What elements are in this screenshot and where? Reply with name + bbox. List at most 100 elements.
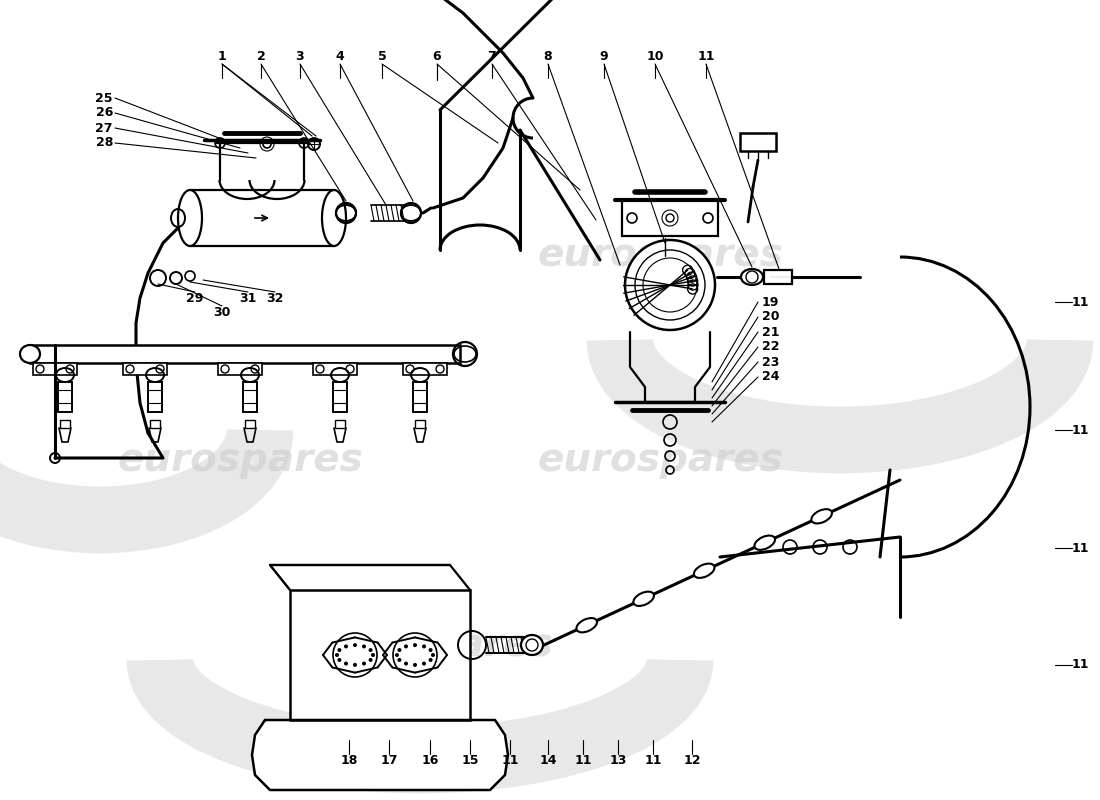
Ellipse shape: [322, 190, 346, 246]
Ellipse shape: [755, 535, 775, 550]
Text: 25: 25: [96, 91, 113, 105]
Circle shape: [397, 658, 401, 662]
Ellipse shape: [20, 345, 40, 363]
Text: 7: 7: [487, 50, 496, 63]
Text: eurospares: eurospares: [117, 441, 363, 479]
Circle shape: [429, 658, 432, 662]
Text: 11: 11: [574, 754, 592, 766]
Text: 1: 1: [218, 50, 227, 63]
Bar: [33, 363, 77, 375]
Bar: [190, 190, 334, 246]
Text: 11: 11: [645, 754, 662, 766]
Bar: [314, 363, 358, 375]
Circle shape: [371, 653, 375, 657]
Text: 11: 11: [1071, 295, 1089, 309]
Text: 22: 22: [762, 341, 780, 354]
Circle shape: [338, 658, 341, 662]
Text: 5: 5: [377, 50, 386, 63]
Circle shape: [368, 658, 373, 662]
Circle shape: [404, 645, 408, 649]
Text: 15: 15: [461, 754, 478, 766]
Circle shape: [397, 648, 401, 652]
Circle shape: [368, 648, 373, 652]
Bar: [415, 420, 425, 428]
Text: 13: 13: [609, 754, 627, 766]
Ellipse shape: [634, 592, 654, 606]
Text: 2: 2: [256, 50, 265, 63]
Text: 4: 4: [336, 50, 344, 63]
Bar: [218, 363, 262, 375]
Circle shape: [429, 648, 432, 652]
Bar: [123, 363, 167, 375]
Text: 24: 24: [762, 370, 780, 383]
Text: eurospares: eurospares: [537, 441, 783, 479]
Circle shape: [362, 662, 366, 666]
Bar: [58, 382, 72, 412]
Polygon shape: [252, 720, 508, 790]
Text: 12: 12: [683, 754, 701, 766]
Text: 11: 11: [1071, 423, 1089, 437]
Bar: [30, 345, 460, 363]
Text: 19: 19: [762, 295, 780, 309]
Circle shape: [412, 643, 417, 647]
Circle shape: [404, 662, 408, 666]
Circle shape: [353, 663, 358, 667]
Text: 3: 3: [296, 50, 305, 63]
Text: 17: 17: [381, 754, 398, 766]
Text: 16: 16: [421, 754, 439, 766]
Text: 30: 30: [213, 306, 231, 318]
Circle shape: [336, 653, 339, 657]
Bar: [621, 200, 718, 236]
Circle shape: [338, 648, 341, 652]
Ellipse shape: [178, 190, 202, 246]
Text: 11: 11: [697, 50, 715, 63]
Circle shape: [344, 645, 348, 649]
Bar: [243, 382, 257, 412]
Bar: [403, 363, 447, 375]
Bar: [150, 420, 160, 428]
Bar: [336, 420, 345, 428]
Circle shape: [431, 653, 434, 657]
Ellipse shape: [521, 635, 543, 655]
Text: 14: 14: [539, 754, 557, 766]
Text: 28: 28: [96, 137, 113, 150]
Circle shape: [362, 645, 366, 649]
Circle shape: [353, 643, 358, 647]
Text: 32: 32: [266, 291, 284, 305]
Bar: [412, 382, 427, 412]
Text: 23: 23: [762, 355, 780, 369]
Text: 31: 31: [240, 291, 256, 305]
Bar: [60, 420, 70, 428]
Text: 29: 29: [186, 291, 204, 305]
Circle shape: [395, 653, 399, 657]
Ellipse shape: [812, 509, 832, 523]
Circle shape: [412, 663, 417, 667]
Text: 6: 6: [432, 50, 441, 63]
Text: 11: 11: [502, 754, 519, 766]
Circle shape: [344, 662, 348, 666]
Ellipse shape: [576, 618, 597, 632]
Bar: [245, 420, 255, 428]
Text: 11: 11: [1071, 542, 1089, 554]
Text: 21: 21: [762, 326, 780, 338]
Text: 20: 20: [762, 310, 780, 323]
Text: 10: 10: [647, 50, 663, 63]
Circle shape: [422, 645, 426, 649]
Circle shape: [422, 662, 426, 666]
Text: 27: 27: [96, 122, 113, 134]
Text: eurospares: eurospares: [307, 626, 553, 664]
Bar: [333, 382, 346, 412]
Text: 26: 26: [96, 106, 113, 119]
Bar: [764, 270, 792, 284]
Text: eurospares: eurospares: [537, 236, 783, 274]
Bar: [740, 133, 776, 151]
Text: 18: 18: [340, 754, 358, 766]
Text: 11: 11: [1071, 658, 1089, 671]
Text: 8: 8: [543, 50, 552, 63]
Ellipse shape: [694, 564, 715, 578]
Ellipse shape: [741, 269, 763, 285]
Bar: [290, 590, 470, 720]
Circle shape: [625, 240, 715, 330]
Bar: [148, 382, 162, 412]
Text: 9: 9: [600, 50, 608, 63]
